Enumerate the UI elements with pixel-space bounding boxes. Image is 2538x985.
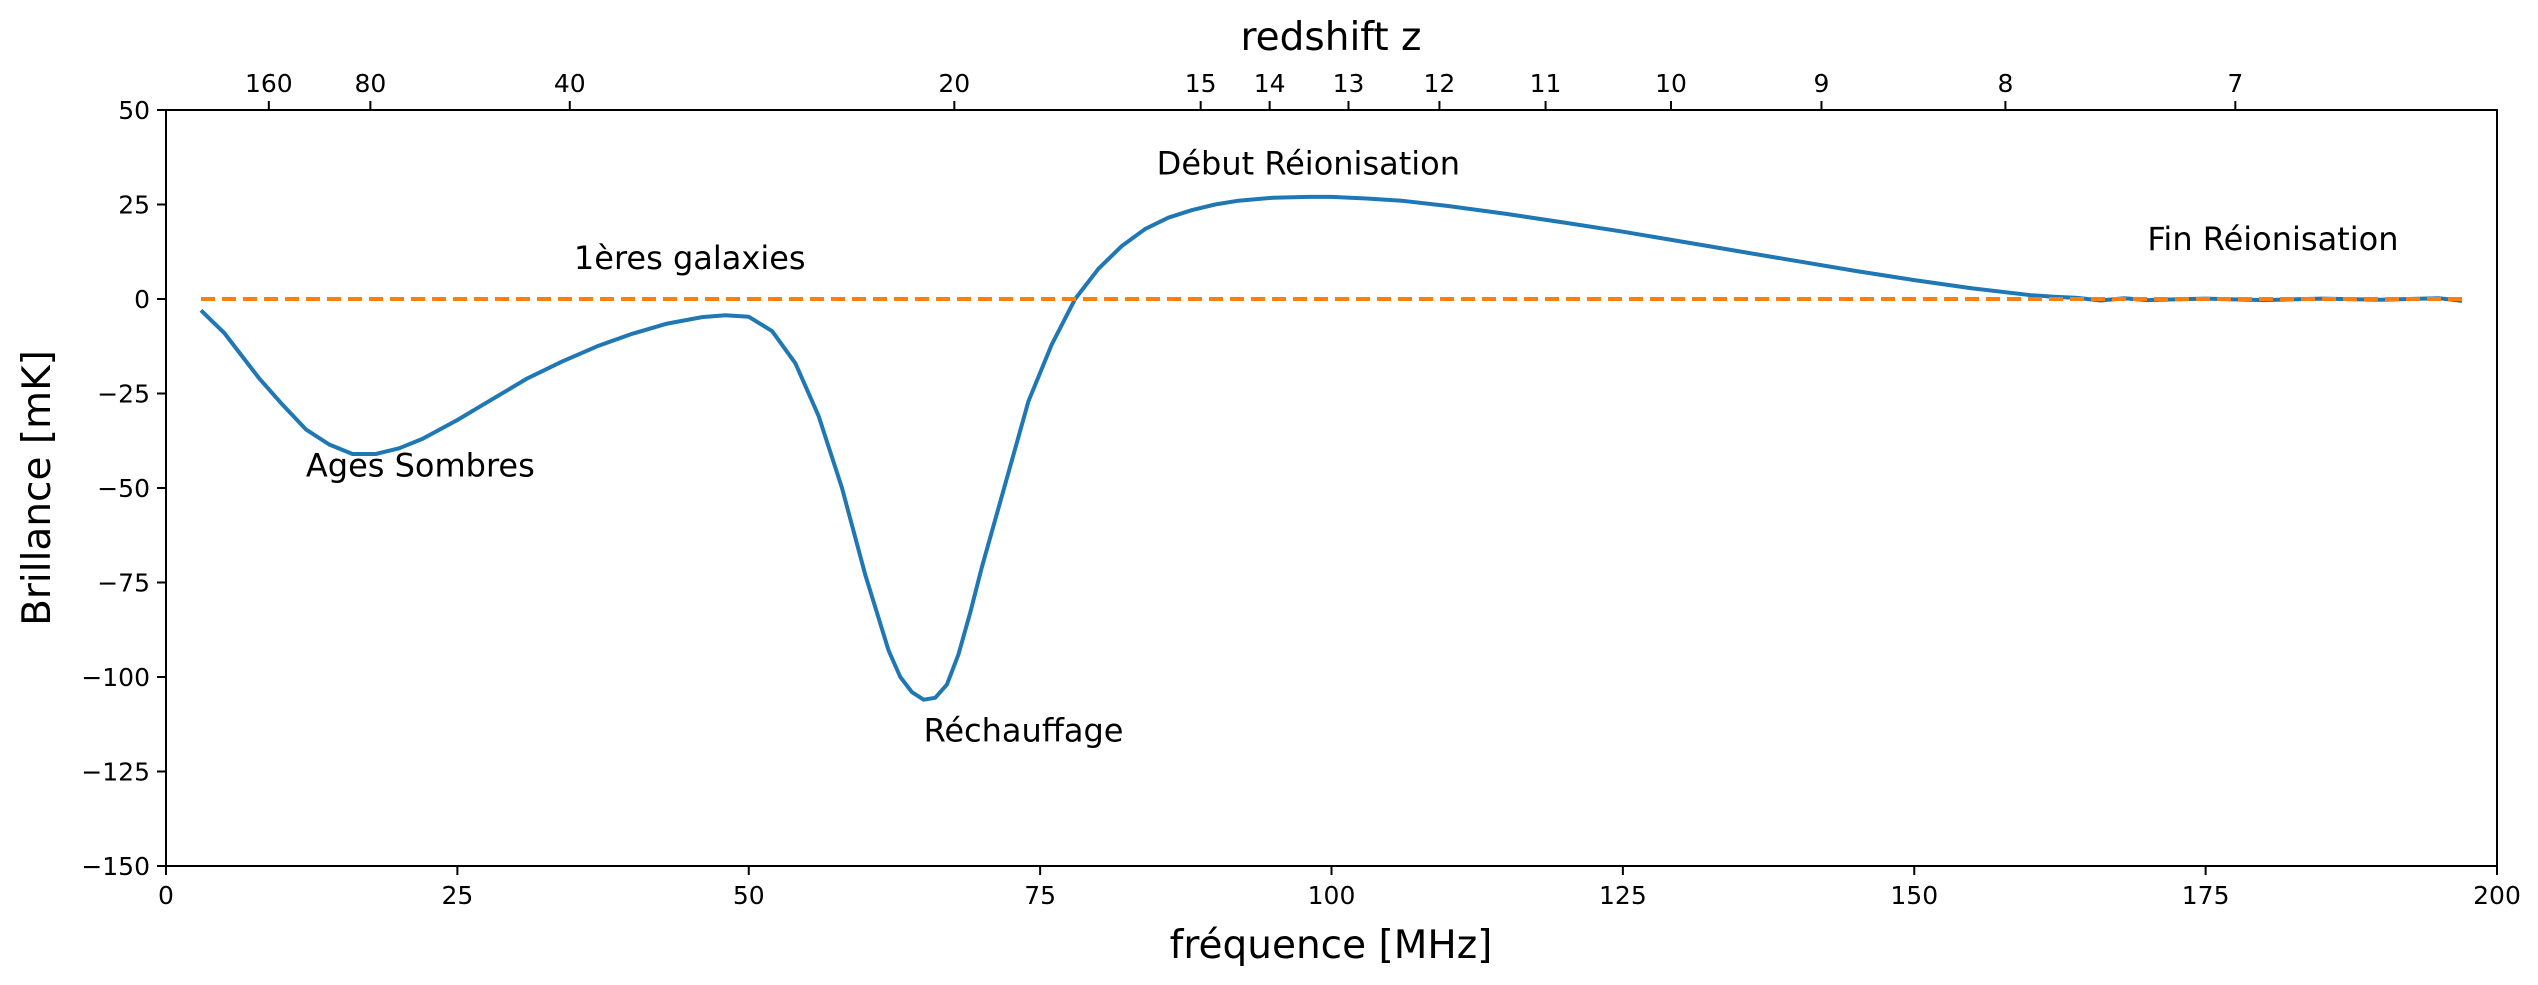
y-tick-label: −50 — [97, 474, 150, 503]
y-tick-label: 25 — [118, 191, 150, 220]
y-tick-label: −100 — [81, 663, 150, 692]
x-tick-label: 75 — [1024, 881, 1056, 910]
plot-area: Ages Sombres 1ères galaxies Réchauffage Déb… — [199, 144, 2463, 749]
redshift-tick-label: 160 — [245, 69, 293, 98]
series-line-0 — [199, 194, 2463, 702]
redshift-tick-label: 13 — [1333, 69, 1365, 98]
y-tick-label: 50 — [118, 96, 150, 125]
redshift-tick-label: 80 — [354, 69, 386, 98]
x-tick-label: 125 — [1599, 881, 1647, 910]
redshift-tick-label: 40 — [554, 69, 586, 98]
annotation-label: Début Réionisation — [1157, 144, 1460, 182]
y-tick-label: −150 — [81, 852, 150, 881]
redshift-tick-label: 15 — [1185, 69, 1217, 98]
redshift-tick-label: 11 — [1530, 69, 1562, 98]
x-tick-label: 150 — [1890, 881, 1938, 910]
annotation-label: 1ères galaxies — [574, 239, 806, 277]
x-tick-label: 0 — [158, 881, 174, 910]
y-tick-label: −25 — [97, 380, 150, 409]
y-axis-title: Brillance [mK] — [15, 350, 60, 626]
redshift-tick-label: 9 — [1814, 69, 1830, 98]
redshift-tick-label: 14 — [1254, 69, 1286, 98]
redshift-tick-label: 20 — [938, 69, 970, 98]
redshift-tick-label: 12 — [1424, 69, 1456, 98]
y-tick-label: 0 — [134, 285, 150, 314]
x-tick-label: 175 — [2182, 881, 2230, 910]
y-tick-label: −75 — [97, 569, 150, 598]
annotation-label: Ages Sombres — [306, 447, 535, 485]
redshift-tick-label: 10 — [1655, 69, 1687, 98]
y-tick-label: −125 — [81, 758, 150, 787]
axes: 0 25 50 75 100 125 150 175 200 50 25 0 −25 −50 −75 −100… — [81, 69, 2521, 910]
x-tick-label: 100 — [1308, 881, 1356, 910]
annotation-label: Réchauffage — [924, 711, 1124, 749]
secondary-x-axis-title: redshift z — [1240, 15, 1421, 60]
x-tick-label: 200 — [2473, 881, 2521, 910]
x-tick-label: 25 — [441, 881, 473, 910]
x-axis-title: fréquence [MHz] — [1170, 923, 1493, 968]
redshift-tick-label: 7 — [2227, 69, 2243, 98]
x-tick-label: 50 — [733, 881, 765, 910]
redshift-tick-label: 8 — [1997, 69, 2013, 98]
annotation-label: Fin Réionisation — [2147, 220, 2398, 258]
